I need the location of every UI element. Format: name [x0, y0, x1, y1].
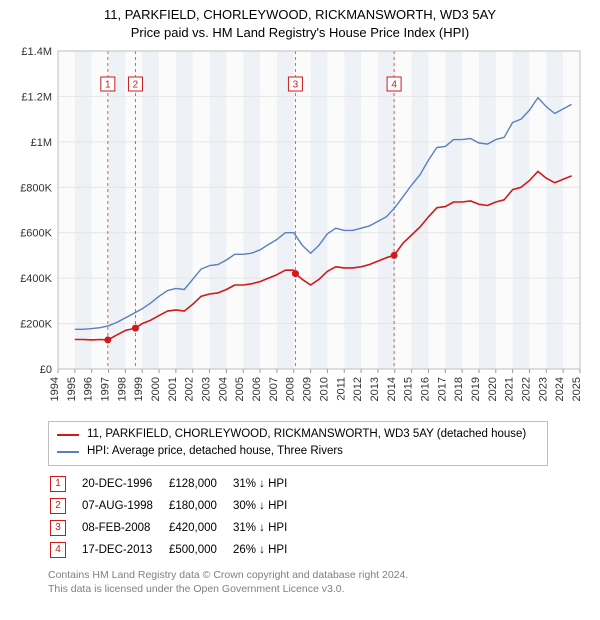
svg-text:2006: 2006 — [251, 377, 263, 401]
sale-date: 17-DEC-2013 — [82, 540, 167, 560]
svg-text:1998: 1998 — [116, 377, 128, 401]
svg-text:2010: 2010 — [318, 377, 330, 401]
legend-label-property: 11, PARKFIELD, CHORLEYWOOD, RICKMANSWORT… — [87, 426, 526, 443]
svg-text:1996: 1996 — [83, 377, 95, 401]
svg-text:£1.2M: £1.2M — [21, 92, 52, 104]
svg-text:£1.4M: £1.4M — [21, 46, 52, 58]
svg-text:2002: 2002 — [184, 377, 196, 401]
sales-row: 3 08-FEB-2008£420,00031% ↓ HPI — [50, 518, 301, 538]
sales-row: 1 20-DEC-1996£128,00031% ↓ HPI — [50, 474, 301, 494]
legend-swatch-property — [57, 434, 79, 436]
svg-text:2022: 2022 — [520, 377, 532, 401]
legend: 11, PARKFIELD, CHORLEYWOOD, RICKMANSWORT… — [48, 421, 548, 466]
svg-text:2014: 2014 — [386, 377, 398, 401]
svg-text:1994: 1994 — [49, 377, 61, 401]
svg-text:2017: 2017 — [436, 377, 448, 401]
chart-container: { "title_line1": "11, PARKFIELD, CHORLEY… — [0, 0, 600, 606]
svg-text:2007: 2007 — [268, 377, 280, 401]
svg-text:4: 4 — [391, 80, 397, 91]
svg-text:2021: 2021 — [504, 377, 516, 401]
sale-diff: 26% ↓ HPI — [233, 540, 301, 560]
legend-row-hpi: HPI: Average price, detached house, Thre… — [57, 443, 539, 460]
sale-number-box: 2 — [50, 498, 66, 514]
svg-text:2016: 2016 — [419, 377, 431, 401]
svg-text:£0: £0 — [40, 364, 52, 376]
svg-text:2003: 2003 — [201, 377, 213, 401]
svg-text:2008: 2008 — [285, 377, 297, 401]
footer: Contains HM Land Registry data © Crown c… — [48, 568, 590, 596]
svg-text:2025: 2025 — [571, 377, 583, 401]
sale-price: £180,000 — [169, 496, 231, 516]
svg-text:£200K: £200K — [20, 319, 52, 331]
chart-title: 11, PARKFIELD, CHORLEYWOOD, RICKMANSWORT… — [10, 6, 590, 41]
footer-line1: Contains HM Land Registry data © Crown c… — [48, 568, 590, 582]
svg-text:2000: 2000 — [150, 377, 162, 401]
title-line1: 11, PARKFIELD, CHORLEYWOOD, RICKMANSWORT… — [10, 6, 590, 24]
svg-text:2024: 2024 — [554, 377, 566, 401]
sale-price: £128,000 — [169, 474, 231, 494]
svg-text:2018: 2018 — [453, 377, 465, 401]
svg-text:2012: 2012 — [352, 377, 364, 401]
svg-text:£800K: £800K — [20, 182, 52, 194]
svg-text:2009: 2009 — [302, 377, 314, 401]
sale-date: 07-AUG-1998 — [82, 496, 167, 516]
svg-text:2011: 2011 — [335, 377, 347, 401]
footer-line2: This data is licensed under the Open Gov… — [48, 582, 590, 596]
svg-text:£1M: £1M — [31, 137, 52, 149]
chart-svg: £0 £200K £400K £600K £800K £1M £1.2M £1.4M 1 2 3 4 1… — [10, 45, 590, 415]
svg-text:2015: 2015 — [403, 377, 415, 401]
sales-row: 4 17-DEC-2013£500,00026% ↓ HPI — [50, 540, 301, 560]
svg-text:1997: 1997 — [100, 377, 112, 401]
sale-diff: 31% ↓ HPI — [233, 474, 301, 494]
sale-number-box: 4 — [50, 542, 66, 558]
legend-row-property: 11, PARKFIELD, CHORLEYWOOD, RICKMANSWORT… — [57, 426, 539, 443]
svg-text:2023: 2023 — [537, 377, 549, 401]
sales-row: 2 07-AUG-1998£180,00030% ↓ HPI — [50, 496, 301, 516]
chart: £0 £200K £400K £600K £800K £1M £1.2M £1.4M 1 2 3 4 1… — [10, 45, 590, 415]
svg-text:2005: 2005 — [234, 377, 246, 401]
sale-price: £500,000 — [169, 540, 231, 560]
svg-text:£600K: £600K — [20, 228, 52, 240]
sale-date: 08-FEB-2008 — [82, 518, 167, 538]
sale-number-box: 3 — [50, 520, 66, 536]
sale-diff: 30% ↓ HPI — [233, 496, 301, 516]
svg-text:2: 2 — [133, 80, 139, 91]
legend-label-hpi: HPI: Average price, detached house, Thre… — [87, 443, 343, 460]
svg-text:2001: 2001 — [167, 377, 179, 401]
svg-text:2019: 2019 — [470, 377, 482, 401]
title-line2: Price paid vs. HM Land Registry's House … — [10, 24, 590, 42]
sale-date: 20-DEC-1996 — [82, 474, 167, 494]
svg-text:3: 3 — [293, 80, 299, 91]
legend-swatch-hpi — [57, 451, 79, 453]
svg-text:2013: 2013 — [369, 377, 381, 401]
sale-price: £420,000 — [169, 518, 231, 538]
svg-text:£400K: £400K — [20, 273, 52, 285]
sale-number-box: 1 — [50, 476, 66, 492]
sale-diff: 31% ↓ HPI — [233, 518, 301, 538]
svg-text:2020: 2020 — [487, 377, 499, 401]
svg-text:1: 1 — [105, 80, 111, 91]
svg-text:1995: 1995 — [66, 377, 78, 401]
svg-text:1999: 1999 — [133, 377, 145, 401]
sales-table: 120-DEC-1996£128,00031% ↓ HPI207-AUG-199… — [48, 472, 303, 562]
svg-text:2004: 2004 — [217, 377, 229, 401]
